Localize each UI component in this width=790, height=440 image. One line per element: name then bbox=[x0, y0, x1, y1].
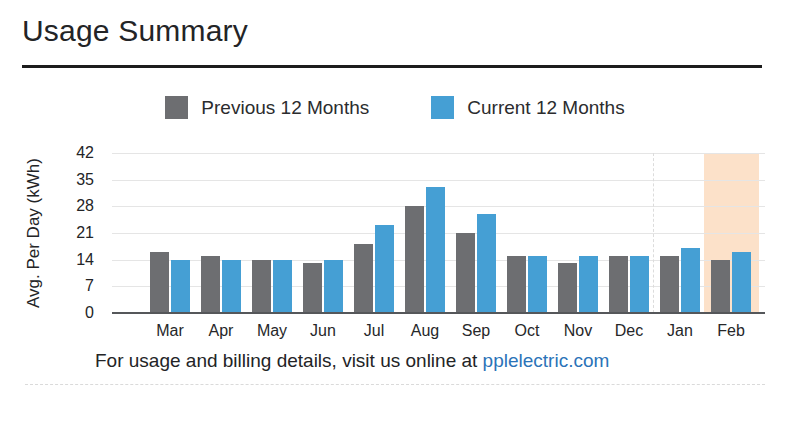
gridline bbox=[112, 153, 765, 154]
bar-current-dec bbox=[630, 256, 649, 313]
year-divider-line bbox=[653, 153, 654, 313]
plot-area bbox=[112, 153, 765, 313]
bottom-dashed-divider bbox=[25, 384, 765, 385]
footer-note: For usage and billing details, visit us … bbox=[95, 350, 609, 372]
legend-item-previous: Previous 12 Months bbox=[165, 96, 369, 119]
x-axis-line bbox=[112, 312, 765, 314]
footer-text: For usage and billing details, visit us … bbox=[95, 350, 483, 371]
bar-previous-mar bbox=[150, 252, 169, 313]
y-axis-title: Avg. Per Day (kWh) bbox=[24, 148, 44, 318]
y-tick-label: 0 bbox=[52, 304, 94, 322]
page-title: Usage Summary bbox=[22, 14, 248, 48]
bar-previous-may bbox=[252, 260, 271, 313]
y-tick-label: 21 bbox=[52, 224, 94, 242]
previous-series-swatch bbox=[165, 96, 188, 119]
bar-previous-jun bbox=[303, 263, 322, 313]
bar-previous-oct bbox=[507, 256, 526, 313]
bar-previous-nov bbox=[558, 263, 577, 313]
bar-previous-jul bbox=[354, 244, 373, 313]
bar-current-nov bbox=[579, 256, 598, 313]
bar-previous-dec bbox=[609, 256, 628, 313]
x-axis-label-feb: Feb bbox=[701, 322, 761, 340]
bar-current-mar bbox=[171, 260, 190, 313]
legend-label-current: Current 12 Months bbox=[467, 97, 624, 119]
legend-label-previous: Previous 12 Months bbox=[201, 97, 369, 119]
bar-current-apr bbox=[222, 260, 241, 313]
bar-previous-sep bbox=[456, 233, 475, 313]
bar-current-may bbox=[273, 260, 292, 313]
bar-current-aug bbox=[426, 187, 445, 313]
x-axis-labels: MarAprMayJunJulAugSepOctNovDecJanFeb bbox=[112, 322, 765, 344]
legend-item-current: Current 12 Months bbox=[431, 96, 624, 119]
bar-previous-jan bbox=[660, 256, 679, 313]
chart-legend: Previous 12 Months Current 12 Months bbox=[0, 96, 790, 119]
bar-current-jul bbox=[375, 225, 394, 313]
bar-current-sep bbox=[477, 214, 496, 313]
y-tick-label: 7 bbox=[52, 277, 94, 295]
bar-current-oct bbox=[528, 256, 547, 313]
y-tick-label: 35 bbox=[52, 171, 94, 189]
title-divider bbox=[22, 65, 762, 68]
y-tick-label: 42 bbox=[52, 144, 94, 162]
bar-current-jun bbox=[324, 260, 343, 313]
bar-previous-feb bbox=[711, 260, 730, 313]
footer-link[interactable]: pplelectric.com bbox=[483, 350, 610, 371]
bar-current-jan bbox=[681, 248, 700, 313]
y-tick-label: 28 bbox=[52, 197, 94, 215]
current-series-swatch bbox=[431, 96, 454, 119]
y-axis-ticks: 071421283542 bbox=[52, 153, 100, 313]
bar-previous-aug bbox=[405, 206, 424, 313]
usage-summary-card: Usage Summary Previous 12 Months Current… bbox=[0, 0, 790, 440]
bar-previous-apr bbox=[201, 256, 220, 313]
bar-current-feb bbox=[732, 252, 751, 313]
y-tick-label: 14 bbox=[52, 251, 94, 269]
gridline bbox=[112, 180, 765, 181]
